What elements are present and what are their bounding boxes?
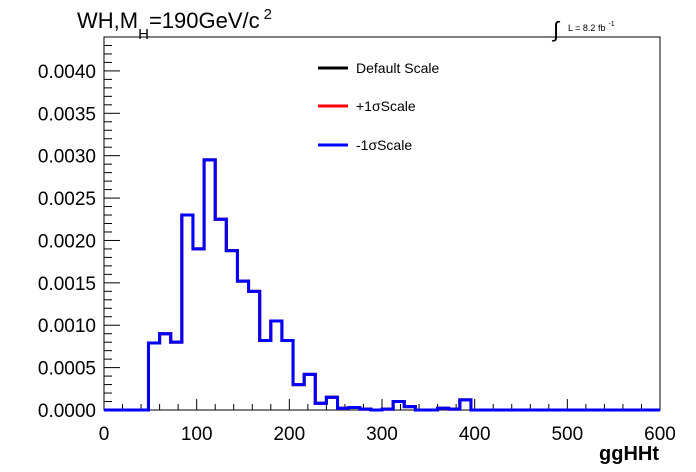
chart-title: WH,MH=190GeV/c 2 bbox=[77, 6, 272, 43]
series-line-1 bbox=[104, 158, 660, 412]
y-tick-label: 0.0020 bbox=[38, 231, 96, 252]
y-tick-label: 0.0015 bbox=[38, 274, 96, 295]
y-tick-label: 0.0025 bbox=[38, 189, 96, 210]
title-rest: =190GeV/c bbox=[149, 8, 260, 33]
y-tick-label: 0.0035 bbox=[38, 104, 96, 125]
x-axis-label: ggHHt bbox=[599, 443, 659, 465]
lumi-text: L = 8.2 fb bbox=[568, 23, 605, 33]
series-line-2 bbox=[104, 158, 660, 412]
series-group bbox=[104, 158, 660, 412]
y-tick-label: 0.0005 bbox=[38, 359, 96, 380]
x-tick-label: 600 bbox=[644, 424, 676, 445]
legend-label-2: -1σScale bbox=[356, 137, 412, 153]
x-tick-label: 300 bbox=[366, 424, 398, 445]
x-tick-label: 200 bbox=[273, 424, 305, 445]
plot-frame bbox=[103, 36, 661, 411]
lumi-integral: ∫ bbox=[551, 17, 561, 42]
y-tick-label: 0.0000 bbox=[38, 401, 96, 422]
title-main: WH,M bbox=[77, 8, 138, 33]
legend-label-0: Default Scale bbox=[356, 60, 439, 76]
legend: Default Scale +1σScale -1σScale bbox=[318, 60, 439, 153]
x-tick-label: 100 bbox=[181, 424, 213, 445]
y-tick-label: 0.0040 bbox=[38, 62, 96, 83]
legend-label-1: +1σScale bbox=[356, 98, 416, 114]
series-line-0 bbox=[104, 158, 660, 412]
y-tick-label: 0.0030 bbox=[38, 147, 96, 168]
x-tick-label: 0 bbox=[99, 424, 110, 445]
x-tick-label: 400 bbox=[459, 424, 491, 445]
title-superscript: 2 bbox=[264, 6, 272, 23]
lumi-label: L = 8.2 fb -1 bbox=[568, 21, 615, 33]
title-subscript: H bbox=[138, 26, 149, 43]
lumi-superscript: -1 bbox=[608, 21, 614, 28]
y-tick-label: 0.0010 bbox=[38, 316, 96, 337]
x-tick-label: 500 bbox=[551, 424, 583, 445]
axes: 0 100 200 300 400 500 600 0.0000 0.0005 0.0010 0.0… bbox=[38, 36, 676, 445]
